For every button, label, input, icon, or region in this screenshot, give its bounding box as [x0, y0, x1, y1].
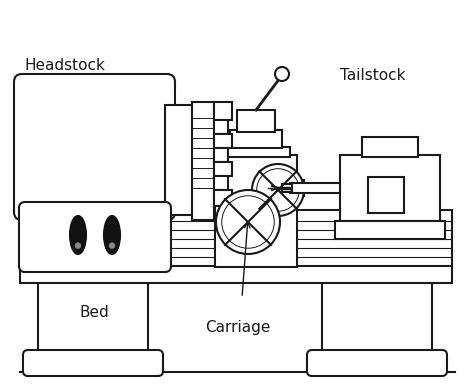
Circle shape — [257, 169, 299, 211]
Circle shape — [222, 196, 274, 248]
Bar — [214, 102, 232, 120]
Bar — [214, 190, 232, 206]
Bar — [38, 280, 148, 370]
Circle shape — [109, 243, 115, 249]
Text: Headstock: Headstock — [25, 58, 106, 73]
Bar — [290, 180, 304, 196]
FancyBboxPatch shape — [19, 202, 171, 272]
Ellipse shape — [104, 216, 120, 254]
Bar — [20, 210, 452, 266]
Bar — [214, 162, 232, 176]
Ellipse shape — [70, 216, 86, 254]
FancyBboxPatch shape — [14, 74, 175, 220]
Bar — [192, 102, 214, 220]
Bar — [340, 155, 440, 221]
Bar — [368, 177, 404, 213]
Bar — [290, 183, 340, 193]
Text: Tailstock: Tailstock — [340, 68, 405, 83]
Text: Carriage: Carriage — [205, 320, 270, 335]
Bar — [214, 120, 228, 134]
FancyBboxPatch shape — [23, 350, 163, 376]
Bar — [222, 147, 290, 157]
Bar — [215, 155, 297, 267]
Circle shape — [216, 190, 280, 254]
FancyBboxPatch shape — [307, 350, 447, 376]
Bar — [214, 134, 232, 148]
Bar — [20, 265, 452, 283]
Bar — [214, 148, 228, 162]
Text: Bed: Bed — [80, 305, 110, 320]
Circle shape — [75, 243, 81, 249]
Bar — [214, 176, 228, 190]
Bar — [282, 184, 292, 192]
Bar — [335, 221, 445, 239]
Bar — [165, 105, 193, 215]
Circle shape — [275, 67, 289, 81]
Bar — [237, 110, 275, 132]
Bar — [230, 130, 282, 148]
Circle shape — [252, 164, 304, 216]
Bar — [362, 137, 418, 157]
Bar — [322, 280, 432, 370]
